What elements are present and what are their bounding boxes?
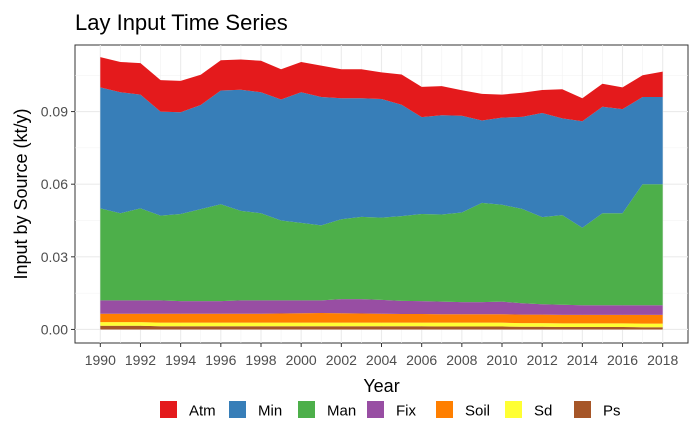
y-tick-label: 0.06 [41,176,68,192]
legend-label-sd: Sd [534,403,552,420]
y-tick-label: 0.03 [41,249,68,265]
legend-key-soil [436,401,453,418]
legend-label-soil: Soil [465,403,490,420]
x-axis-title: Year [363,376,399,396]
legend-key-atm [160,401,177,418]
y-axis: 0.00 0.03 0.06 0.09 [41,104,75,337]
x-tick-label: 2014 [567,352,598,368]
x-tick-label: 1990 [85,352,116,368]
area-sd [100,322,663,328]
x-tick-label: 2008 [446,352,477,368]
legend-key-fix [367,401,384,418]
y-tick-label: 0.09 [41,104,68,120]
x-tick-label: 2002 [326,352,357,368]
x-tick-label: 2016 [607,352,638,368]
x-tick-label: 1992 [125,352,156,368]
area-man [100,184,663,306]
area-fix [100,299,663,315]
area-atm [100,57,663,122]
x-tick-label: 2012 [527,352,558,368]
legend-key-ps [574,401,591,418]
x-tick-label: 2006 [406,352,437,368]
x-tick-label: 2004 [366,352,397,368]
y-axis-title: Input by Source (kt/y) [11,108,31,279]
area-min [100,87,663,228]
legend-label-fix: Fix [396,403,416,420]
x-tick-label: 1996 [205,352,236,368]
x-tick-label: 2010 [486,352,517,368]
legend-label-min: Min [258,403,282,420]
x-axis: 1990 1992 1994 1996 1998 2000 2002 2004 2006 2008… [85,343,678,368]
chart-title: Lay Input Time Series [75,10,288,35]
y-tick-label: 0.00 [41,321,68,337]
area-soil [100,312,663,324]
area-ps [100,325,663,330]
x-tick-label: 1994 [165,352,196,368]
legend-key-man [298,401,315,418]
x-tick-label: 2000 [286,352,317,368]
area-layer [100,57,663,330]
x-tick-label: 2018 [647,352,678,368]
legend-key-min [229,401,246,418]
legend-label-man: Man [327,403,356,420]
legend: Atm Min Man Fix Soil Sd Ps [160,401,621,420]
legend-key-sd [505,401,522,418]
x-tick-label: 1998 [245,352,276,368]
legend-label-atm: Atm [189,403,216,420]
legend-label-ps: Ps [603,403,621,420]
